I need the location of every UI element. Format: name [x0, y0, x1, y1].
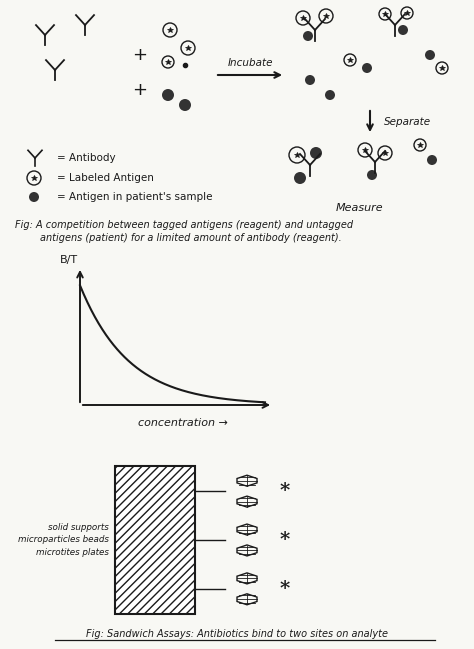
Text: = Antibody: = Antibody [57, 153, 116, 163]
Text: Fig: A competition between tagged antigens (reagent) and untagged: Fig: A competition between tagged antige… [15, 220, 353, 230]
Circle shape [310, 147, 322, 159]
Text: +: + [133, 46, 147, 64]
Circle shape [179, 99, 191, 111]
Circle shape [427, 155, 437, 165]
Text: *: * [280, 531, 290, 549]
Text: Separate: Separate [384, 117, 431, 127]
Circle shape [305, 75, 315, 85]
Circle shape [162, 89, 174, 101]
Text: Incubate: Incubate [227, 58, 273, 68]
Circle shape [303, 31, 313, 41]
Text: concentration →: concentration → [137, 418, 228, 428]
Text: Fig: Sandwich Assays: Antibiotics bind to two sites on analyte: Fig: Sandwich Assays: Antibiotics bind t… [86, 629, 388, 639]
Circle shape [367, 170, 377, 180]
Circle shape [29, 192, 39, 202]
Text: antigens (patient) for a limited amount of antibody (reagent).: antigens (patient) for a limited amount … [15, 233, 342, 243]
Circle shape [294, 172, 306, 184]
Text: *: * [280, 580, 290, 598]
Bar [115, 466, 195, 614]
Circle shape [398, 25, 408, 35]
Text: B/T: B/T [60, 255, 78, 265]
Text: = Labeled Antigen: = Labeled Antigen [57, 173, 154, 183]
Text: Measure: Measure [336, 203, 384, 213]
Circle shape [325, 90, 335, 100]
Circle shape [362, 63, 372, 73]
Text: *: * [280, 482, 290, 500]
Text: = Antigen in patient's sample: = Antigen in patient's sample [57, 192, 212, 202]
Text: +: + [133, 81, 147, 99]
Text: solid supports
microparticles beads
microtites plates: solid supports microparticles beads micr… [18, 523, 109, 557]
Circle shape [425, 50, 435, 60]
